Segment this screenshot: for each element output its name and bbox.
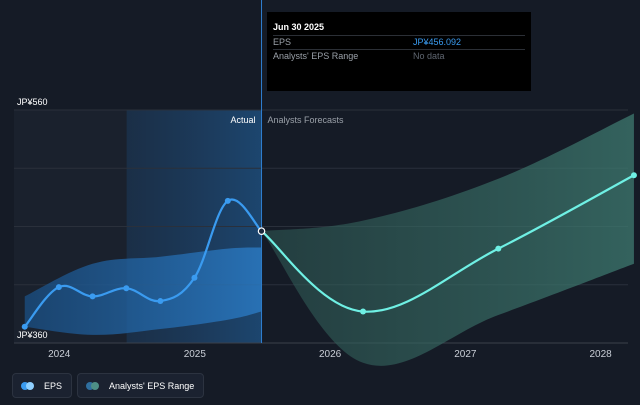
past-eps-range-band: [24, 247, 262, 335]
eps-point: [123, 285, 130, 292]
x-tick-label: 2025: [184, 349, 207, 360]
forecast-point: [495, 245, 502, 252]
x-tick-label: 2026: [319, 349, 342, 360]
x-tick-label: 2028: [589, 349, 612, 360]
eps-point: [55, 284, 62, 291]
x-tick-label: 2027: [454, 349, 477, 360]
eps-point: [21, 323, 28, 330]
tooltip-range-label: Analysts' EPS Range: [273, 51, 359, 61]
legend-range-label: Analysts' EPS Range: [109, 380, 195, 391]
legend-eps-label: EPS: [44, 380, 63, 391]
eps-point: [157, 298, 164, 305]
forecast-eps-range-band: [261, 113, 634, 366]
tooltip-date: Jun 30 2025: [273, 22, 325, 32]
eps-current-point: [257, 227, 266, 235]
tooltip-eps-value: JP¥456.092: [413, 37, 462, 47]
chart-legend: EPS Analysts' EPS Range: [12, 373, 205, 398]
eps-point: [89, 293, 96, 300]
y-tick-label: JP¥560: [17, 97, 48, 107]
x-tick-label: 2024: [48, 349, 71, 360]
eps-point: [224, 197, 231, 204]
actual-label: Actual: [231, 115, 256, 125]
forecast-label: Analysts Forecasts: [268, 115, 345, 125]
tooltip-row-range: Analysts' EPS Range No data: [273, 49, 525, 63]
y-tick-label: JP¥360: [17, 330, 48, 340]
forecast-point: [630, 172, 637, 179]
legend-range-button[interactable]: Analysts' EPS Range: [77, 373, 205, 398]
forecast-series-line: [260, 174, 635, 313]
tooltip-row-eps: EPS JP¥456.092: [273, 35, 525, 49]
legend-eps-button[interactable]: EPS: [12, 373, 73, 398]
eps-series-line: [23, 198, 263, 328]
eps-swatch-icon: [21, 381, 36, 390]
eps-tooltip: Jun 30 2025 EPS JP¥456.092 Analysts' EPS…: [267, 12, 531, 91]
tooltip-range-value: No data: [413, 51, 445, 61]
tooltip-eps-label: EPS: [273, 37, 292, 47]
forecast-point: [360, 308, 367, 315]
eps-point: [191, 274, 198, 281]
range-swatch-icon: [86, 381, 101, 390]
